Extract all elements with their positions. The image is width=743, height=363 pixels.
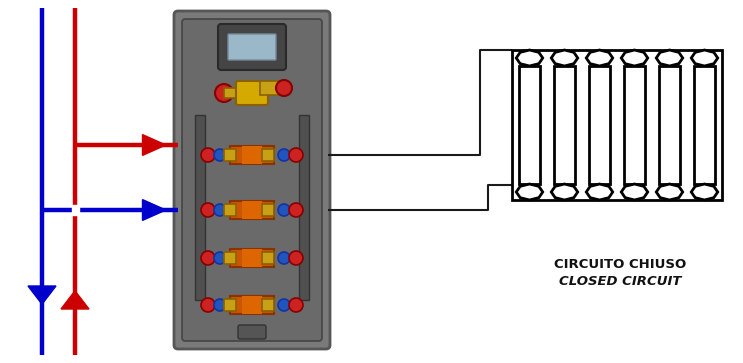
Bar xyxy=(230,249,274,267)
Polygon shape xyxy=(621,50,648,66)
Bar xyxy=(230,146,274,164)
Bar xyxy=(224,204,236,216)
Polygon shape xyxy=(691,184,718,200)
Circle shape xyxy=(201,148,215,162)
Bar xyxy=(230,296,274,314)
FancyBboxPatch shape xyxy=(236,81,268,105)
Circle shape xyxy=(214,204,226,216)
Polygon shape xyxy=(516,50,542,66)
Bar xyxy=(242,296,262,314)
Bar xyxy=(224,299,236,311)
Bar xyxy=(589,66,610,184)
Circle shape xyxy=(214,252,226,264)
Polygon shape xyxy=(656,50,683,66)
Circle shape xyxy=(289,148,303,162)
Bar xyxy=(224,149,236,161)
Circle shape xyxy=(278,149,290,161)
Bar xyxy=(659,66,680,184)
Polygon shape xyxy=(691,50,718,66)
Circle shape xyxy=(201,203,215,217)
Circle shape xyxy=(201,251,215,265)
Circle shape xyxy=(201,298,215,312)
Bar xyxy=(262,204,274,216)
Circle shape xyxy=(289,298,303,312)
Circle shape xyxy=(214,299,226,311)
Polygon shape xyxy=(621,184,648,200)
Polygon shape xyxy=(143,135,166,155)
Bar xyxy=(262,149,274,161)
Bar xyxy=(519,66,540,184)
Circle shape xyxy=(215,84,233,102)
FancyBboxPatch shape xyxy=(182,19,322,341)
Polygon shape xyxy=(656,184,683,200)
Circle shape xyxy=(289,203,303,217)
Circle shape xyxy=(214,149,226,161)
FancyBboxPatch shape xyxy=(218,24,286,70)
Bar xyxy=(299,115,309,300)
Bar xyxy=(554,66,575,184)
FancyBboxPatch shape xyxy=(228,34,276,60)
Polygon shape xyxy=(143,200,166,220)
Bar xyxy=(242,146,262,164)
Bar xyxy=(72,205,79,215)
FancyBboxPatch shape xyxy=(238,325,266,339)
Text: CLOSED CIRCUIT: CLOSED CIRCUIT xyxy=(559,275,681,288)
Circle shape xyxy=(276,80,292,96)
Polygon shape xyxy=(551,184,578,200)
Bar xyxy=(624,66,645,184)
Polygon shape xyxy=(516,184,542,200)
Bar xyxy=(262,299,274,311)
Bar xyxy=(512,50,722,200)
Polygon shape xyxy=(28,286,56,304)
Text: CIRCUITO CHIUSO: CIRCUITO CHIUSO xyxy=(554,258,686,271)
Bar xyxy=(262,252,274,264)
Bar xyxy=(694,66,715,184)
Polygon shape xyxy=(586,50,613,66)
Circle shape xyxy=(289,251,303,265)
Bar xyxy=(260,81,282,95)
Polygon shape xyxy=(61,291,89,309)
Bar xyxy=(224,88,244,98)
FancyBboxPatch shape xyxy=(174,11,330,349)
Circle shape xyxy=(278,252,290,264)
Bar xyxy=(242,249,262,267)
Polygon shape xyxy=(586,184,613,200)
Bar xyxy=(242,201,262,219)
Circle shape xyxy=(278,204,290,216)
Bar xyxy=(224,252,236,264)
Bar xyxy=(230,201,274,219)
Bar xyxy=(195,115,205,300)
Polygon shape xyxy=(551,50,578,66)
Circle shape xyxy=(278,299,290,311)
